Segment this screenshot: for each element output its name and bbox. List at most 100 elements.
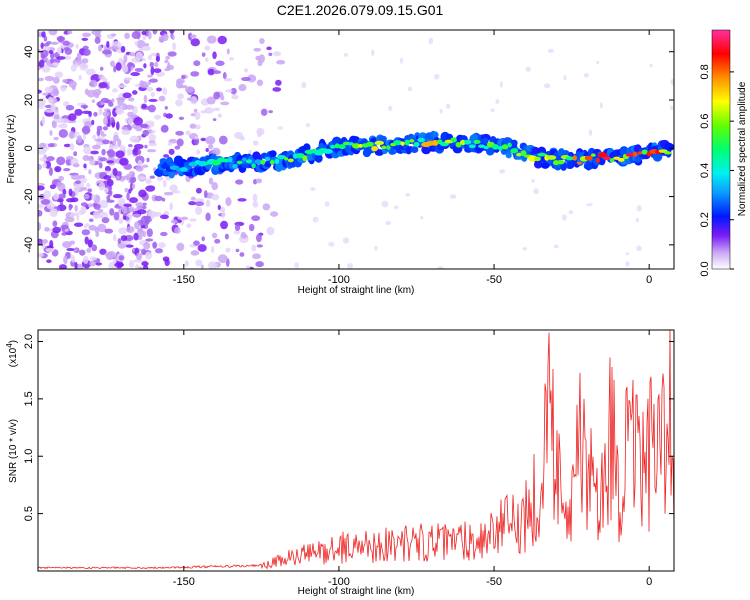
noise-speckle <box>117 97 124 107</box>
noise-speckle <box>407 86 413 92</box>
noise-speckle <box>270 211 279 217</box>
ridge-core <box>478 144 486 148</box>
noise-speckle <box>149 175 156 179</box>
ridge-outer <box>410 146 419 153</box>
noise-speckle <box>240 231 247 239</box>
noise-speckle <box>195 187 202 194</box>
noise-speckle <box>122 92 132 99</box>
ridge-core <box>603 156 611 161</box>
noise-speckle <box>68 203 72 211</box>
noise-speckle <box>208 261 218 269</box>
noise-speckle <box>56 156 66 166</box>
noise-speckle <box>490 108 495 113</box>
noise-speckle <box>56 47 62 54</box>
noise-speckle <box>82 45 89 50</box>
noise-speckle <box>160 231 168 237</box>
noise-speckle <box>343 52 349 57</box>
noise-speckle <box>200 264 204 269</box>
noise-speckle <box>106 160 115 164</box>
noise-speckle <box>301 81 307 89</box>
noise-speckle <box>562 214 567 221</box>
ridge-outer <box>269 150 277 158</box>
noise-speckle <box>102 126 108 131</box>
bottom-y-axis: 0.5 1.0 1.5 2.0 <box>23 334 674 521</box>
noise-speckle <box>200 137 207 142</box>
noise-speckle <box>85 68 96 76</box>
noise-speckle <box>142 129 149 137</box>
noise-speckle <box>74 108 83 116</box>
noise-speckle <box>106 40 110 48</box>
noise-speckle <box>56 36 66 42</box>
noise-speckle <box>121 129 131 136</box>
noise-speckle <box>49 130 53 136</box>
noise-speckle <box>54 71 64 79</box>
noise-speckle <box>499 169 506 174</box>
noise-speckle <box>635 218 639 223</box>
noise-speckle <box>128 170 136 178</box>
ridge-core <box>371 146 379 152</box>
noise-speckle <box>305 122 311 128</box>
noise-speckle <box>118 255 125 261</box>
noise-speckle <box>381 200 389 208</box>
noise-speckle <box>144 43 150 47</box>
colorbar-tick-label: 0.0 <box>699 261 711 276</box>
ridge-core <box>565 156 575 161</box>
bottom-x-tick-label: 0 <box>646 576 652 588</box>
noise-speckle <box>65 104 75 111</box>
noise-speckle <box>56 182 63 187</box>
noise-speckle <box>41 31 46 38</box>
noise-speckle <box>141 103 147 109</box>
noise-speckle <box>137 227 143 233</box>
noise-speckle <box>625 252 630 256</box>
noise-speckle <box>235 248 240 253</box>
ridge-core <box>329 144 336 149</box>
noise-speckle <box>135 202 145 207</box>
noise-speckle <box>162 180 167 188</box>
noise-speckle <box>58 193 66 199</box>
noise-speckle <box>113 134 119 142</box>
noise-speckle <box>251 244 257 252</box>
noise-speckle <box>189 34 197 39</box>
noise-speckle <box>108 186 113 191</box>
noise-speckle <box>164 59 169 64</box>
noise-speckle <box>213 91 221 100</box>
noise-speckle <box>135 264 139 269</box>
noise-speckle <box>62 79 68 83</box>
noise-speckle <box>588 129 593 136</box>
noise-speckle <box>168 148 175 155</box>
noise-speckle <box>371 49 375 57</box>
noise-speckle <box>99 248 107 255</box>
noise-speckle <box>98 162 103 169</box>
noise-speckle <box>223 77 233 82</box>
noise-speckle <box>82 125 91 135</box>
noise-speckle <box>74 62 79 68</box>
noise-speckle <box>163 191 174 196</box>
noise-speckle <box>65 158 73 166</box>
ridge-core <box>295 152 305 159</box>
ridge-core <box>254 159 262 165</box>
noise-speckle <box>68 188 73 197</box>
noise-speckle <box>670 78 674 86</box>
noise-speckle <box>44 86 53 93</box>
noise-speckle <box>148 133 157 142</box>
noise-speckle <box>204 57 209 62</box>
noise-speckle <box>81 58 89 64</box>
noise-speckle <box>108 102 114 107</box>
noise-speckle <box>234 223 241 232</box>
colorbar-ticks: 0.0 0.2 0.4 0.6 0.8 <box>699 64 734 277</box>
noise-speckle <box>155 55 160 62</box>
noise-speckle <box>99 199 109 209</box>
noise-speckle <box>148 142 158 147</box>
noise-speckle <box>104 252 113 257</box>
noise-speckle <box>195 206 203 216</box>
noise-speckle <box>142 202 147 206</box>
noise-speckle <box>38 89 43 94</box>
noise-speckle <box>449 194 457 199</box>
noise-speckle <box>54 165 62 173</box>
noise-speckle <box>123 203 132 208</box>
noise-speckle <box>73 222 84 227</box>
noise-speckle <box>94 138 104 142</box>
colorbar-gradient <box>711 29 731 270</box>
noise-speckle <box>252 140 259 146</box>
noise-speckle <box>145 251 152 260</box>
